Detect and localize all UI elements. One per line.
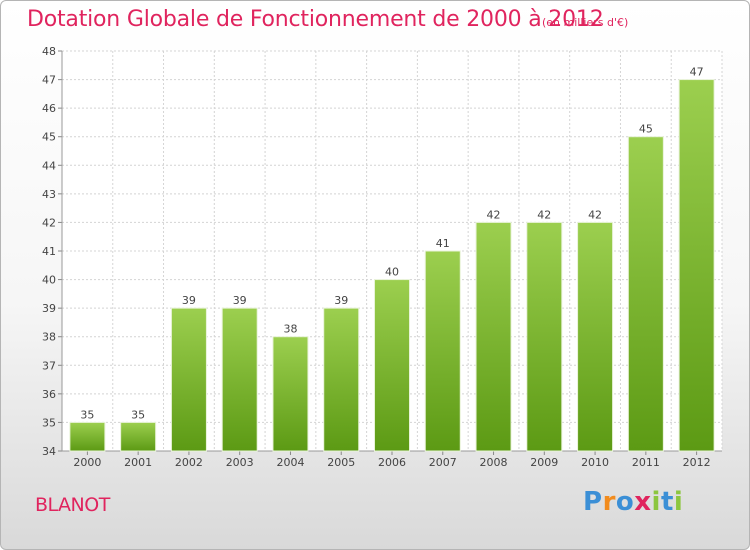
value-label: 35 — [131, 408, 145, 421]
y-tick-label: 44 — [42, 159, 56, 172]
commune-name: BLANOT — [35, 494, 110, 516]
y-tick-label: 37 — [42, 359, 56, 372]
logo-letter: i — [673, 487, 684, 517]
chart-unit: (en milliers d'€) — [542, 16, 629, 29]
value-label: 35 — [80, 408, 94, 421]
chart-title: Dotation Globale de Fonctionnement de 20… — [27, 7, 604, 32]
bar — [678, 79, 715, 452]
y-tick-label: 34 — [42, 445, 56, 458]
value-label: 42 — [588, 208, 602, 221]
x-tick-label: 2008 — [480, 456, 508, 469]
x-tick-label: 2001 — [124, 456, 152, 469]
bar — [120, 421, 157, 452]
y-tick-label: 39 — [42, 302, 56, 315]
value-label: 39 — [233, 294, 247, 307]
bar — [272, 336, 309, 452]
x-tick-label: 2011 — [632, 456, 660, 469]
proxiti-logo[interactable]: Proxiti — [583, 487, 683, 517]
value-label: 42 — [537, 208, 551, 221]
logo-letter: x — [634, 487, 652, 517]
y-tick-label: 46 — [42, 102, 56, 115]
value-label: 47 — [690, 66, 704, 79]
y-tick-label: 41 — [42, 245, 56, 258]
bar — [374, 279, 410, 452]
x-tick-label: 2010 — [581, 456, 609, 469]
x-tick-label: 2006 — [378, 456, 406, 469]
value-label: 39 — [182, 294, 196, 307]
y-tick-label: 38 — [42, 331, 56, 344]
bar — [627, 136, 664, 452]
value-label: 39 — [334, 294, 348, 307]
x-tick-label: 2012 — [683, 456, 711, 469]
value-label: 40 — [385, 266, 399, 279]
logo-letter: i — [651, 487, 661, 517]
logo-letter: r — [602, 487, 616, 517]
bar — [221, 307, 258, 452]
y-tick-label: 40 — [42, 274, 56, 287]
logo-letter: t — [660, 487, 674, 517]
logo-letter: o — [615, 487, 635, 517]
value-label: 38 — [283, 323, 297, 336]
y-tick-label: 47 — [42, 74, 56, 87]
logo-letter: P — [583, 487, 603, 517]
bar — [323, 307, 360, 452]
x-tick-label: 2007 — [429, 456, 457, 469]
bar — [475, 221, 512, 452]
x-tick-label: 2004 — [276, 456, 304, 469]
x-tick-label: 2009 — [530, 456, 558, 469]
y-tick-label: 42 — [42, 216, 56, 229]
labels: 35 35 39 39 38 39 40 41 42 42 42 45 47 — [80, 66, 703, 422]
bar — [577, 221, 614, 452]
value-label: 41 — [436, 237, 450, 250]
y-tick-label: 36 — [42, 388, 56, 401]
bar — [526, 221, 563, 452]
y-tick-label: 45 — [42, 131, 56, 144]
y-tick-label: 48 — [42, 45, 56, 58]
x-tick-label: 2003 — [226, 456, 254, 469]
bars — [69, 79, 715, 452]
x-tick-label: 2002 — [175, 456, 203, 469]
bar — [69, 421, 106, 452]
bar — [170, 307, 207, 452]
value-label: 45 — [639, 123, 653, 136]
axes: 34 35 36 37 38 39 40 41 42 43 44 45 46 47 48 2000 2001 20… — [42, 45, 722, 469]
x-tick-label: 2005 — [327, 456, 355, 469]
y-tick-label: 35 — [42, 416, 56, 429]
bar — [424, 250, 461, 452]
x-tick-label: 2000 — [73, 456, 101, 469]
value-label: 42 — [487, 208, 501, 221]
y-tick-label: 43 — [42, 188, 56, 201]
